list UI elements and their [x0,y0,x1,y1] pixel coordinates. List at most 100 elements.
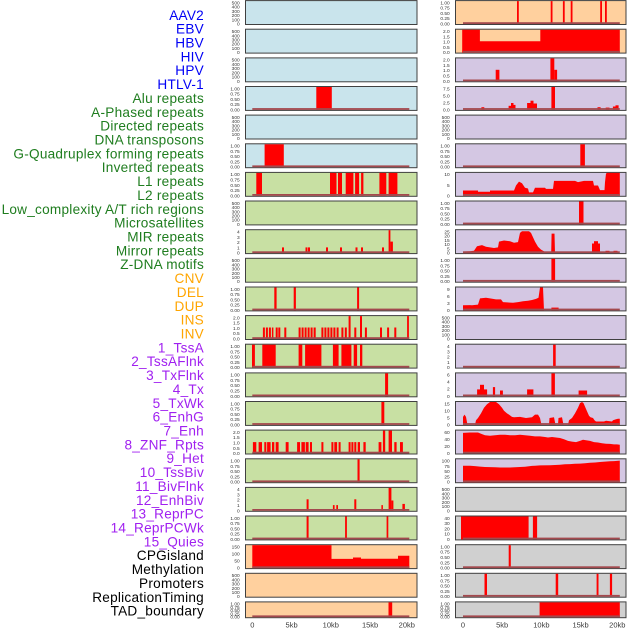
svg-text:1: 1 [237,245,240,251]
svg-text:150: 150 [232,545,240,551]
svg-text:100: 100 [232,552,240,558]
svg-text:10kb: 10kb [323,620,339,629]
svg-text:1: 1 [237,503,240,509]
svg-text:0.00: 0.00 [230,537,240,543]
svg-text:1_TssA: 1_TssA [158,340,205,355]
svg-text:0.00: 0.00 [230,615,240,621]
svg-text:400: 400 [442,320,450,326]
svg-text:0.75: 0.75 [440,578,450,584]
svg-text:0.25: 0.25 [230,102,240,108]
svg-text:A-Phased repeats: A-Phased repeats [91,105,204,120]
svg-text:0.75: 0.75 [230,521,240,527]
svg-text:0: 0 [447,422,450,428]
svg-text:5_TxWk: 5_TxWk [153,396,204,411]
svg-text:1.00: 1.00 [440,201,450,207]
svg-text:0.75: 0.75 [440,206,450,212]
svg-text:0.00: 0.00 [230,165,240,171]
svg-text:5: 5 [447,246,450,252]
svg-text:0.0: 0.0 [443,107,450,113]
svg-text:8_ZNF_Rpts: 8_ZNF_Rpts [124,437,204,452]
svg-text:0.75: 0.75 [440,550,450,556]
svg-text:0.25: 0.25 [440,560,450,566]
svg-text:1.5: 1.5 [233,435,240,441]
svg-text:Z-DNA motifs: Z-DNA motifs [120,257,204,272]
svg-text:DNA transposons: DNA transposons [94,133,204,148]
svg-text:1.00: 1.00 [230,459,240,465]
svg-text:1.00: 1.00 [230,401,240,407]
svg-text:500: 500 [442,115,450,121]
svg-text:0.00: 0.00 [230,308,240,314]
svg-text:500: 500 [442,315,450,321]
svg-text:Microsatellites: Microsatellites [114,216,204,231]
svg-text:7.5: 7.5 [443,86,450,92]
svg-text:0: 0 [237,279,240,285]
svg-text:6: 6 [447,373,450,379]
svg-text:Alu repeats: Alu repeats [132,91,204,106]
svg-text:0.5: 0.5 [443,74,450,80]
svg-text:0.25: 0.25 [230,303,240,309]
svg-text:0.50: 0.50 [440,211,450,217]
svg-text:1.00: 1.00 [230,172,240,178]
svg-text:30: 30 [444,521,450,527]
svg-text:0.50: 0.50 [230,297,240,303]
svg-text:0.50: 0.50 [230,526,240,532]
svg-text:0.50: 0.50 [230,183,240,189]
svg-text:0: 0 [447,537,450,543]
svg-text:2.0: 2.0 [233,430,240,436]
svg-text:20: 20 [444,526,450,532]
svg-text:0: 0 [250,620,254,629]
svg-text:0: 0 [447,508,450,514]
svg-text:300: 300 [232,267,240,273]
svg-text:400: 400 [232,119,240,125]
svg-text:0.75: 0.75 [230,407,240,413]
svg-text:DEL: DEL [177,285,204,300]
svg-text:0.75: 0.75 [230,605,240,611]
svg-text:0.75: 0.75 [230,464,240,470]
svg-text:0.75: 0.75 [230,92,240,98]
svg-text:0.5: 0.5 [233,446,240,452]
svg-text:INV: INV [181,327,204,342]
svg-text:10_TssBiv: 10_TssBiv [140,465,204,480]
svg-text:3: 3 [237,235,240,241]
svg-text:1.0: 1.0 [233,326,240,332]
svg-text:0.00: 0.00 [440,165,450,171]
svg-text:0.00: 0.00 [440,594,450,600]
svg-text:500: 500 [232,29,240,35]
svg-text:0.0: 0.0 [233,337,240,343]
svg-text:200: 200 [232,42,240,48]
svg-text:4: 4 [447,344,450,350]
svg-text:0.75: 0.75 [230,178,240,184]
svg-text:10: 10 [444,532,450,538]
svg-text:25: 25 [444,474,450,480]
svg-text:1: 1 [447,360,450,366]
svg-text:2: 2 [447,355,450,361]
svg-text:15_Quies: 15_Quies [144,534,204,549]
svg-text:50: 50 [444,469,450,475]
svg-text:0.50: 0.50 [230,355,240,361]
svg-text:2: 2 [237,498,240,504]
svg-text:0.25: 0.25 [230,360,240,366]
svg-text:1.00: 1.00 [440,573,450,579]
svg-text:1.0: 1.0 [443,68,450,74]
svg-text:10kb: 10kb [533,620,549,629]
svg-text:1.00: 1.00 [440,545,450,551]
svg-text:2: 2 [237,240,240,246]
svg-text:5: 5 [447,183,450,189]
svg-text:200: 200 [232,70,240,76]
svg-text:300: 300 [442,123,450,129]
svg-text:0.00: 0.00 [230,394,240,400]
svg-text:0: 0 [237,50,240,56]
svg-text:200: 200 [442,500,450,506]
svg-text:3: 3 [237,493,240,499]
svg-text:0.75: 0.75 [230,149,240,155]
svg-text:HBV: HBV [175,36,204,51]
svg-text:0.50: 0.50 [230,154,240,160]
svg-text:300: 300 [232,66,240,72]
svg-text:100: 100 [232,75,240,81]
svg-text:0.25: 0.25 [440,159,450,165]
svg-text:0.50: 0.50 [440,269,450,275]
svg-text:10: 10 [444,242,450,248]
svg-text:TAD_boundary: TAD_boundary [111,604,204,619]
svg-text:0: 0 [237,222,240,228]
svg-text:300: 300 [442,324,450,330]
